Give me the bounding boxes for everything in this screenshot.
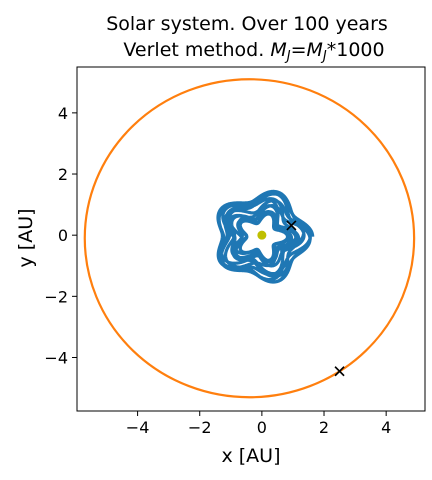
chart-title-line1: Solar system. Over 100 years <box>106 13 388 35</box>
chart-title-math-symbol: M <box>270 39 286 61</box>
y-tick-label: 0 <box>58 226 68 245</box>
axes-frame <box>76 66 426 412</box>
y-axis-label: y [AU] <box>15 208 37 267</box>
series-jupiter-orbit-line <box>83 78 416 399</box>
chart-title-math-subscript: J <box>284 49 291 64</box>
y-tick-label: 2 <box>58 165 68 184</box>
chart-title-math-suffix: *1000 <box>327 39 385 61</box>
y-tick-label: −4 <box>44 348 68 367</box>
chart-title-line2-prefix: Verlet method. <box>123 39 270 61</box>
chart-title-line2: Verlet method. MJ=MJ*1000 <box>123 39 384 64</box>
x-tick-label: 2 <box>319 418 329 437</box>
y-tick-label: 4 <box>58 104 68 123</box>
x-tick-label: 0 <box>257 418 267 437</box>
x-tick-label: 4 <box>381 418 391 437</box>
x-axis-label: x [AU] <box>221 445 280 467</box>
chart-title-math-equals: = <box>291 39 307 61</box>
y-tick-label: −2 <box>44 287 68 306</box>
y-axis-ticks: −4 −2 0 2 4 <box>44 104 77 367</box>
chart-title-math-subscript-2: J <box>320 49 327 64</box>
planet-position-marker <box>334 366 345 377</box>
planet-position-marker <box>286 220 297 231</box>
sun-marker <box>257 230 267 240</box>
series-inner-orbit-line <box>216 189 315 284</box>
x-tick-label: −2 <box>188 418 212 437</box>
plot-area <box>83 78 416 399</box>
chart-title-math-symbol-2: M <box>307 39 323 61</box>
x-axis-ticks: −4 −2 0 2 4 <box>126 411 391 437</box>
x-tick-label: −4 <box>126 418 150 437</box>
